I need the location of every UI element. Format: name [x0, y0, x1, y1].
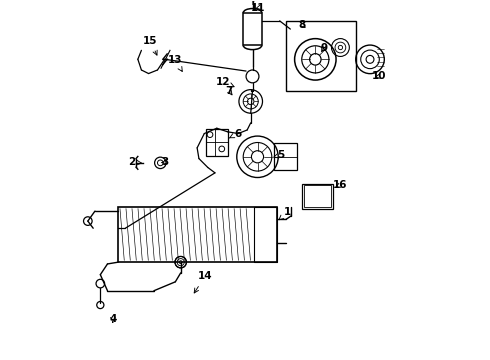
Text: 8: 8 [298, 19, 306, 30]
Text: 11: 11 [251, 3, 266, 13]
Bar [286, 21, 356, 91]
Bar [243, 13, 262, 45]
Text: 5: 5 [274, 150, 284, 160]
Text: 9: 9 [320, 43, 327, 53]
Text: 16: 16 [332, 180, 347, 190]
Bar [304, 185, 331, 207]
Bar [206, 129, 228, 156]
Text: 1: 1 [279, 207, 292, 220]
Bar [273, 143, 297, 170]
Text: 10: 10 [372, 71, 386, 81]
Text: 15: 15 [143, 36, 158, 55]
Bar [118, 207, 277, 262]
Text: 2: 2 [128, 157, 142, 167]
Text: 14: 14 [194, 271, 212, 293]
Text: 13: 13 [168, 55, 183, 71]
Text: 4: 4 [109, 314, 117, 324]
Bar [302, 184, 333, 208]
Text: 3: 3 [161, 157, 168, 167]
Bar [254, 207, 277, 262]
Text: 12: 12 [216, 77, 234, 87]
Text: 7: 7 [225, 86, 233, 96]
Text: 6: 6 [229, 129, 242, 139]
